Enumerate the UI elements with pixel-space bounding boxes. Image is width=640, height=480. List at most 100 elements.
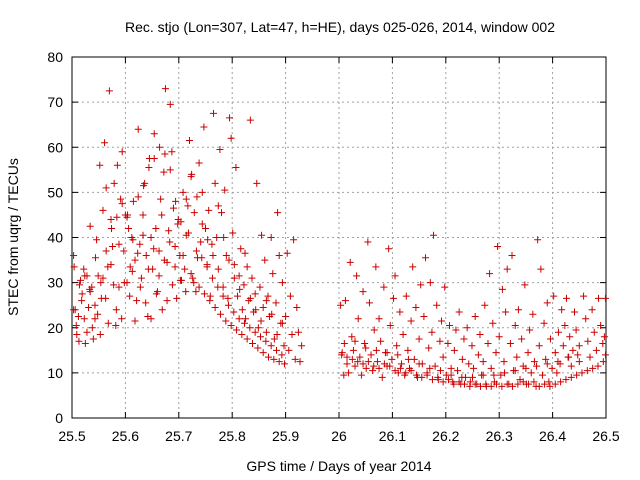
data-point — [275, 358, 283, 366]
data-point — [565, 353, 573, 361]
data-point — [126, 263, 134, 271]
data-point — [209, 252, 217, 260]
data-point — [126, 292, 134, 300]
data-point — [221, 186, 229, 194]
data-point — [89, 335, 97, 343]
data-point — [208, 274, 216, 282]
data-point — [200, 123, 208, 131]
data-point — [257, 317, 265, 325]
data-point — [155, 247, 163, 255]
data-point — [166, 100, 174, 108]
data-point — [214, 202, 222, 210]
data-point — [171, 263, 179, 271]
data-point — [118, 315, 126, 323]
data-point — [242, 315, 250, 323]
data-point — [168, 148, 176, 156]
data-point — [298, 342, 306, 350]
data-point — [257, 333, 265, 341]
data-point — [597, 321, 605, 329]
data-point — [133, 297, 141, 305]
data-point — [248, 340, 256, 348]
data-point — [534, 236, 542, 244]
data-point — [160, 168, 168, 176]
data-point — [104, 319, 112, 327]
data-point — [412, 303, 420, 311]
data-point — [362, 364, 370, 372]
data-point — [551, 380, 559, 388]
data-point — [91, 315, 99, 323]
data-point — [172, 197, 180, 205]
data-point — [372, 346, 380, 354]
data-point — [540, 319, 548, 327]
data-point — [500, 358, 508, 366]
data-point — [484, 340, 492, 348]
data-point — [197, 238, 205, 246]
data-point — [75, 337, 83, 345]
data-point — [259, 303, 267, 311]
data-point — [348, 355, 356, 363]
data-point — [404, 346, 412, 354]
data-point — [412, 371, 420, 379]
x-tick-label: 25.5 — [58, 428, 85, 444]
data-point — [348, 333, 356, 341]
data-point — [548, 364, 556, 372]
data-point — [569, 346, 577, 354]
data-point — [498, 382, 506, 390]
data-point — [356, 353, 364, 361]
y-tick-label: 20 — [47, 320, 63, 336]
data-point — [129, 197, 137, 205]
data-point — [94, 272, 102, 280]
data-point — [522, 364, 530, 372]
data-point — [81, 340, 89, 348]
data-point — [415, 335, 423, 343]
data-point — [362, 344, 370, 352]
data-point — [370, 326, 378, 334]
data-point — [227, 134, 235, 142]
x-tick-label: 26.3 — [486, 428, 513, 444]
data-point — [96, 161, 104, 169]
data-point — [256, 283, 264, 291]
data-point — [101, 139, 109, 147]
data-point — [112, 321, 120, 329]
data-point — [182, 288, 190, 296]
data-point — [198, 254, 206, 262]
data-point — [179, 252, 187, 260]
y-tick-label: 60 — [47, 139, 63, 155]
data-point — [230, 274, 238, 282]
data-point — [139, 231, 147, 239]
data-point — [495, 333, 503, 341]
data-point — [286, 292, 294, 300]
data-point — [150, 130, 158, 138]
data-point — [494, 243, 502, 251]
data-point — [166, 166, 174, 174]
data-point — [562, 294, 570, 302]
data-point — [137, 274, 145, 282]
axis-ticks — [71, 56, 607, 419]
data-point — [70, 263, 78, 271]
y-tick-labels: 0 10 20 30 40 50 60 70 80 — [47, 49, 63, 426]
data-point — [380, 283, 388, 291]
data-point — [394, 351, 402, 359]
data-point — [454, 367, 462, 375]
data-point — [337, 301, 345, 309]
data-point — [493, 380, 501, 388]
data-point — [163, 297, 171, 305]
data-point — [439, 353, 447, 361]
data-point — [200, 290, 208, 298]
chart-title: Rec. stjo (Lon=307, Lat=47, h=HE), days … — [125, 19, 555, 35]
data-point — [282, 312, 290, 320]
data-point — [139, 211, 147, 219]
data-point — [479, 371, 487, 379]
data-point — [434, 373, 442, 381]
data-point — [288, 331, 296, 339]
x-tick-labels: 25.5 25.6 25.7 25.8 25.9 26 26.1 26.2 26.3 26.4 26… — [58, 428, 619, 444]
data-point — [219, 292, 227, 300]
data-point — [463, 324, 471, 332]
data-point — [296, 358, 304, 366]
data-point — [78, 297, 86, 305]
data-point — [580, 292, 588, 300]
data-point — [404, 355, 412, 363]
data-point — [264, 292, 272, 300]
data-point — [150, 155, 158, 163]
